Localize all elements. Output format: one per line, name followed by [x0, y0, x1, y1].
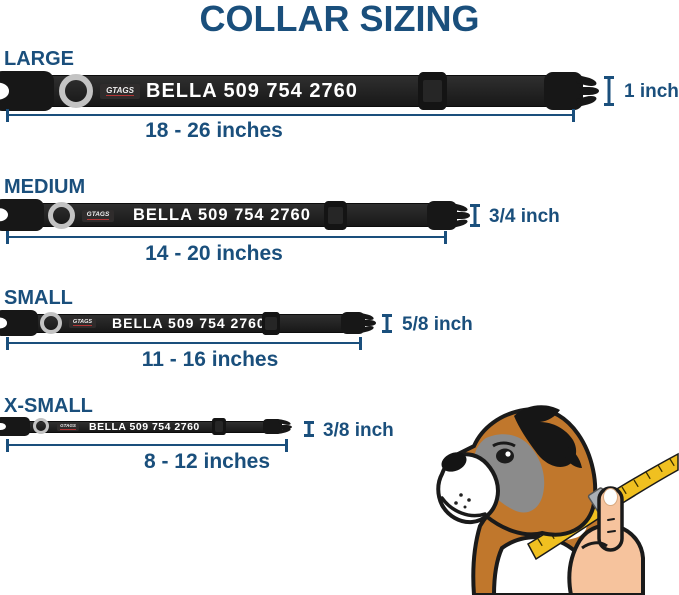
nose	[441, 452, 467, 472]
tri-glide-slider	[262, 312, 280, 335]
d-ring	[33, 418, 49, 434]
size-label: MEDIUM	[4, 176, 86, 198]
length-range-label: 11 - 16 inches	[141, 348, 279, 371]
brand-label: GTAGS	[72, 318, 93, 327]
collar-graphic: GTAGS BELLA 509 754 2760	[0, 417, 300, 437]
buckle-male	[263, 419, 282, 434]
dog-measure-illustration	[436, 405, 679, 595]
width-label: 3/4 inch	[489, 206, 560, 227]
buckle-prong	[281, 425, 292, 429]
d-ring	[48, 202, 75, 229]
tri-glide-slider	[324, 201, 347, 230]
buckle-prong	[579, 87, 599, 95]
page-title: COLLAR SIZING	[199, 0, 480, 39]
width-label: 1 inch	[624, 81, 679, 102]
length-range-label: 8 - 12 inches	[143, 450, 271, 473]
brand-patch: GTAGS	[57, 423, 79, 431]
engraving-text: BELLA 509 754 2760	[112, 315, 266, 331]
brand-label: GTAGS	[86, 211, 110, 220]
length-measure-line	[6, 439, 288, 452]
width-label: 5/8 inch	[402, 314, 473, 335]
d-ring	[40, 312, 62, 334]
buckle-prong	[363, 320, 376, 326]
mouth-line	[440, 496, 487, 518]
tri-glide-slider	[418, 72, 447, 110]
brand-patch: GTAGS	[69, 318, 96, 328]
length-range-label: 18 - 26 inches	[145, 119, 283, 142]
width-measure-bracket	[382, 314, 392, 333]
engraving-text: BELLA 509 754 2760	[133, 206, 311, 224]
length-measure-line	[6, 231, 447, 244]
engraving-text: BELLA 509 754 2760	[146, 80, 358, 102]
length-measure-line	[6, 337, 362, 350]
ear	[514, 405, 577, 467]
length-range-label: 14 - 20 inches	[145, 242, 283, 265]
hand	[567, 486, 645, 595]
brand-patch: GTAGS	[100, 84, 140, 99]
collar-graphic: GTAGS BELLA 509 754 2760	[0, 199, 470, 232]
tri-glide-slider	[212, 418, 226, 435]
eye	[496, 448, 514, 464]
length-measure-line	[6, 109, 575, 122]
d-ring	[59, 74, 93, 108]
brand-patch: GTAGS	[82, 210, 114, 222]
brand-label: GTAGS	[60, 423, 76, 430]
collar-graphic: GTAGS BELLA 509 754 2760	[0, 310, 376, 336]
size-label: SMALL	[4, 287, 73, 309]
width-measure-bracket	[470, 204, 480, 227]
buckle-male	[341, 312, 365, 334]
width-label: 3/8 inch	[323, 420, 394, 441]
dog-head	[436, 405, 598, 537]
width-measure-bracket	[604, 76, 614, 106]
fingernail	[603, 488, 618, 506]
buckle-prong	[454, 212, 470, 219]
buckle-female	[0, 199, 44, 231]
brow-line	[492, 441, 516, 448]
size-label: X-SMALL	[4, 395, 93, 417]
thumb-fold	[581, 541, 608, 550]
size-label: LARGE	[4, 48, 74, 70]
buckle-female	[0, 310, 38, 336]
brand-label: GTAGS	[106, 86, 134, 96]
collar-graphic: GTAGS BELLA 509 754 2760	[0, 71, 600, 111]
buckle-female	[0, 71, 54, 111]
width-measure-bracket	[304, 421, 314, 437]
jowl-spots	[454, 493, 471, 509]
buckle-female	[0, 417, 30, 436]
engraving-text: BELLA 509 754 2760	[89, 421, 200, 433]
